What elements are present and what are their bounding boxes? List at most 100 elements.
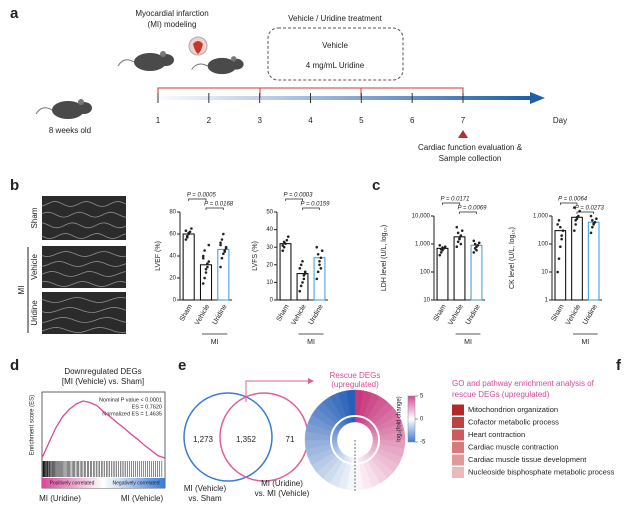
data-point [207, 243, 211, 247]
data-point [458, 237, 461, 241]
y-tick-label: 0 [173, 298, 177, 304]
data-point [441, 246, 444, 249]
echo-image [42, 246, 126, 288]
x-tick-label: Sham [276, 303, 291, 322]
mouse-head [158, 54, 174, 66]
data-point [439, 247, 443, 251]
data-point [573, 206, 576, 209]
data-point [459, 242, 463, 246]
significance-bracket [302, 207, 320, 210]
group-label: MI [307, 339, 315, 346]
bar [217, 248, 230, 301]
y-tick-label: 30 [266, 245, 273, 251]
data-point [574, 219, 577, 222]
significance-bracket [559, 202, 578, 205]
data-point [557, 257, 561, 260]
term-label: Mitochondrion organization [468, 405, 558, 414]
term-swatch [452, 454, 464, 466]
term-swatch [452, 467, 464, 478]
data-point [204, 267, 208, 271]
data-point [303, 270, 307, 274]
y-axis-label: LDH level (U/L, log₁₀) [381, 225, 388, 291]
data-point [301, 259, 304, 263]
y-tick-label: 100 [538, 242, 549, 248]
timeline-tick-label: 7 [461, 116, 466, 125]
significance-bracket [205, 207, 224, 210]
panel-label: a [10, 5, 19, 22]
connector-arrow [245, 380, 308, 402]
x-tick-label: Sham [179, 303, 194, 322]
x-tick-label: Uridine [582, 303, 599, 326]
data-point [438, 253, 442, 257]
data-point [284, 242, 287, 245]
data-point [282, 240, 286, 244]
data-point [455, 225, 459, 229]
term-swatch [452, 417, 464, 428]
data-point [592, 221, 595, 225]
bar [554, 230, 567, 301]
y-tick-label: 20 [266, 262, 273, 268]
axis-label: Day [553, 116, 567, 125]
mouse-ear [160, 51, 166, 57]
age-text: 8 weeks old [49, 126, 91, 135]
panel-label: b [10, 177, 19, 194]
y-tick-label: 40 [169, 254, 176, 260]
phenotype-label: Positively correlated [50, 480, 95, 486]
data-point [203, 276, 206, 280]
p-value: P = 0.0159 [301, 202, 331, 208]
y-tick-label: 1,000 [415, 242, 431, 248]
y-tick-label: 1,000 [533, 214, 549, 220]
mouse-tail [117, 59, 135, 67]
timeline-tick-label: 4 [308, 116, 313, 125]
data-point [559, 245, 562, 249]
venn-circle [183, 392, 273, 482]
colorbar-label: log₂(fold change) [397, 396, 403, 441]
y-tick-label: 20 [169, 276, 176, 282]
modeling-text: Myocardial infarction [135, 9, 208, 18]
term-label: Nucleoside bisphosphate metabolic proces… [468, 467, 615, 476]
data-point [443, 245, 447, 249]
echo-trace [41, 281, 127, 287]
data-point [184, 229, 188, 232]
data-point [286, 235, 290, 238]
data-point [220, 238, 224, 241]
donut-segment [346, 389, 356, 423]
group-label: MI (Uridine) [39, 494, 81, 503]
bar [453, 236, 466, 301]
p-value: P = 0.0273 [575, 206, 605, 212]
x-tick-label: Vehicle [194, 303, 211, 326]
data-point [591, 225, 594, 229]
data-point [201, 254, 205, 258]
mouse-body [207, 57, 237, 75]
data-point [190, 227, 193, 230]
data-point [560, 234, 563, 237]
bar [470, 244, 483, 301]
echo-trace [41, 307, 127, 313]
mouse-ear [231, 56, 237, 62]
group-label: MI [581, 339, 589, 346]
bar [296, 273, 309, 301]
data-point [589, 214, 593, 218]
data-point [222, 252, 225, 256]
data-point [473, 242, 477, 246]
venn-count: 1,352 [236, 435, 257, 444]
timeline-tick-label: 5 [359, 116, 364, 125]
data-point [201, 282, 205, 285]
mouse-tail [35, 107, 53, 115]
p-value: P = 0.0168 [204, 202, 234, 208]
rank-gradient [42, 478, 165, 488]
evaluation-marker [458, 130, 468, 138]
data-point [224, 247, 228, 250]
data-point [302, 277, 306, 281]
timeline-tick-label: 1 [156, 116, 161, 125]
significance-bracket [576, 211, 595, 214]
data-point [298, 289, 302, 293]
data-point [318, 263, 321, 267]
data-point [299, 263, 303, 267]
data-point [316, 270, 320, 274]
mouse-body [52, 101, 84, 119]
echo-trace [41, 222, 127, 229]
data-point [319, 267, 323, 270]
data-point [201, 256, 205, 260]
